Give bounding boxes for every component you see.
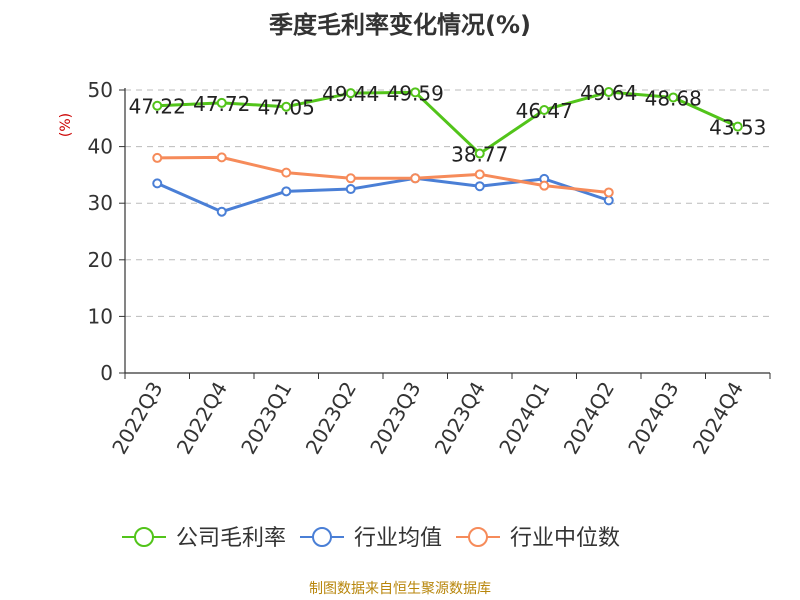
y-tick-label: 10 xyxy=(88,304,113,328)
data-label: 48.68 xyxy=(645,86,702,110)
y-tick-label: 50 xyxy=(88,78,113,102)
data-point xyxy=(281,167,292,178)
data-point xyxy=(474,181,485,192)
x-tick-label: 2024Q4 xyxy=(688,378,748,459)
data-label: 47.22 xyxy=(129,95,186,119)
data-point xyxy=(281,101,292,112)
legend-marker-2 xyxy=(312,527,332,547)
data-point xyxy=(216,206,227,217)
data-label: 49.44 xyxy=(322,82,379,106)
data-point xyxy=(474,148,485,159)
data-point xyxy=(474,169,485,180)
data-point xyxy=(539,104,550,115)
y-axis-label: (%) xyxy=(58,113,74,137)
legend-label: 行业均值 xyxy=(354,526,442,551)
y-tick-label: 0 xyxy=(100,361,113,385)
series-line-1 xyxy=(157,90,739,156)
x-tick-label: 2023Q4 xyxy=(430,378,490,459)
data-point xyxy=(603,187,614,198)
data-point xyxy=(345,88,356,99)
y-tick-label: 30 xyxy=(88,191,113,215)
data-point xyxy=(281,186,292,197)
x-tick-label: 2022Q3 xyxy=(107,378,167,459)
data-label: 49.64 xyxy=(580,81,637,105)
data-label: 47.72 xyxy=(193,92,250,116)
y-tick-label: 40 xyxy=(88,135,113,159)
x-tick-label: 2024Q1 xyxy=(494,378,554,459)
data-point xyxy=(152,152,163,163)
data-point xyxy=(152,178,163,189)
data-point xyxy=(668,92,679,103)
legend-marker-3 xyxy=(468,527,488,547)
legend-marker-1 xyxy=(134,527,154,547)
data-point xyxy=(410,87,421,98)
data-label: 47.05 xyxy=(258,96,315,120)
data-label: 43.53 xyxy=(709,116,766,140)
data-point xyxy=(345,184,356,195)
series-line-3 xyxy=(157,155,609,194)
data-label: 49.59 xyxy=(387,81,444,105)
data-point xyxy=(603,87,614,98)
source-note: 制图数据来自恒生聚源数据库 xyxy=(309,581,491,597)
data-point xyxy=(216,97,227,108)
data-point xyxy=(152,100,163,111)
x-tick-label: 2023Q2 xyxy=(301,378,361,459)
data-point xyxy=(539,180,550,191)
y-tick-label: 20 xyxy=(88,248,113,272)
data-point xyxy=(603,195,614,206)
x-tick-label: 2023Q3 xyxy=(365,378,425,459)
data-point xyxy=(732,121,743,132)
data-point xyxy=(345,173,356,184)
data-label: 38.77 xyxy=(451,143,508,167)
x-tick-label: 2024Q2 xyxy=(559,378,619,459)
data-point xyxy=(216,152,227,163)
chart-title: 季度毛利率变化情况(%) xyxy=(269,11,531,39)
series-line-2 xyxy=(156,176,610,214)
legend-label: 行业中位数 xyxy=(510,526,620,551)
data-label: 46.47 xyxy=(516,99,573,123)
x-tick-label: 2022Q4 xyxy=(172,378,232,459)
data-point xyxy=(410,173,421,184)
x-tick-label: 2023Q1 xyxy=(236,378,296,459)
legend-label: 公司毛利率 xyxy=(176,526,286,551)
x-tick-label: 2024Q3 xyxy=(623,378,683,459)
